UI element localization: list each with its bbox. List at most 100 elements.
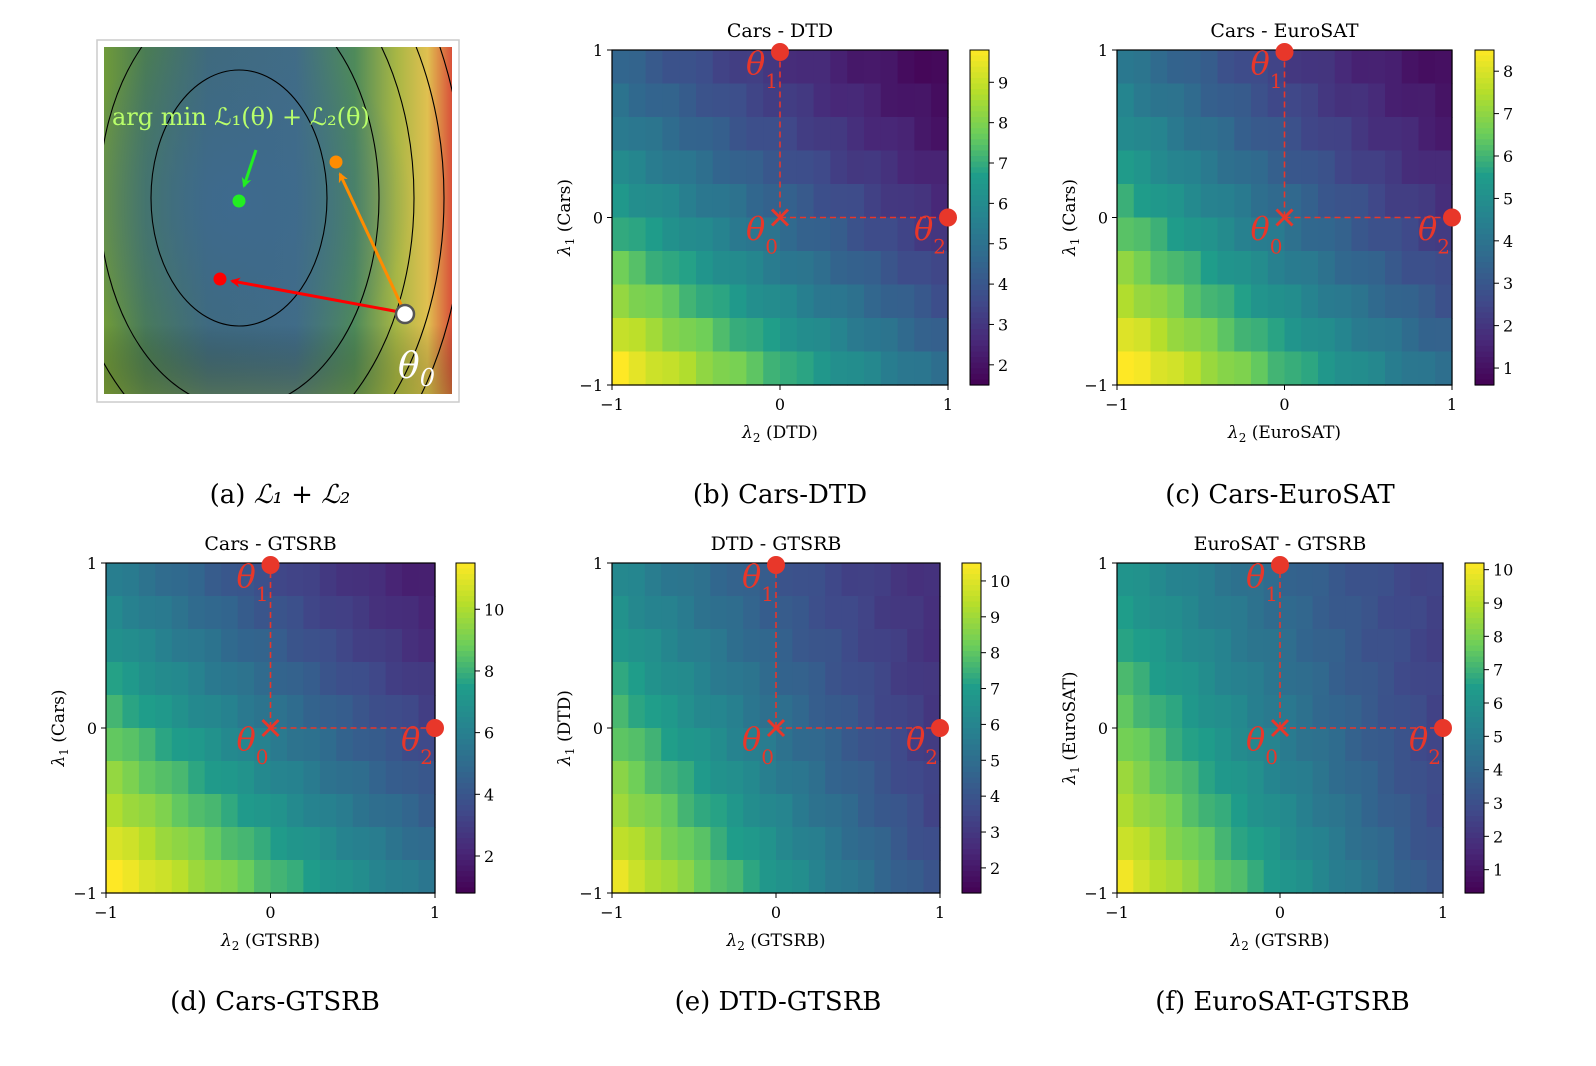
heatmap-cell: [1267, 351, 1286, 386]
heatmap-cell: [662, 318, 680, 353]
colorbar-segment: [456, 662, 475, 669]
colorbar-segment: [1465, 838, 1484, 845]
heatmap-cell: [171, 563, 189, 597]
heatmap-cell: [402, 563, 420, 597]
colorbar-segment: [1465, 766, 1484, 773]
heatmap-cell: [188, 794, 206, 828]
heatmap-cell: [254, 860, 272, 894]
heatmap-cell: [1410, 761, 1428, 795]
heatmap-cell: [286, 563, 304, 597]
heatmap-cell: [830, 150, 848, 185]
colorbar-tick-label: 7: [998, 154, 1008, 173]
heatmap-cell: [1368, 351, 1386, 386]
y-tick-label: −1: [579, 376, 603, 395]
heatmap-cell: [808, 761, 826, 795]
y-tick-label: 0: [1098, 209, 1108, 228]
heatmap-cell: [385, 728, 403, 762]
heatmap-cell: [841, 794, 859, 828]
heatmap-cell: [171, 761, 189, 795]
heatmap-cell: [303, 563, 321, 597]
heatmap-cell: [776, 860, 793, 894]
heatmap-cell: [1345, 695, 1363, 729]
colorbar-tick-label: 3: [1493, 794, 1503, 813]
heatmap-cell: [914, 284, 932, 319]
heatmap-cell: [1312, 794, 1330, 828]
heatmap-cell: [864, 150, 882, 185]
heatmap-cell: [155, 827, 173, 861]
heatmap-cell: [729, 251, 747, 286]
heatmap-cell: [1200, 251, 1219, 286]
heatmap-cell: [1385, 284, 1403, 319]
heatmap-cell: [1361, 794, 1379, 828]
colorbar-segment: [970, 94, 989, 101]
theta2-point: [1434, 719, 1452, 737]
colorbar-segment: [970, 195, 989, 202]
colorbar-segment: [1465, 750, 1484, 757]
heatmap-cell: [1401, 251, 1420, 286]
x-tick-label: −1: [600, 903, 624, 922]
heatmap-cell: [796, 150, 815, 185]
heatmap-cell: [890, 827, 908, 861]
heatmap-cell: [880, 184, 899, 219]
heatmap-cell: [813, 284, 831, 319]
heatmap-cell: [792, 860, 810, 894]
colorbar-segment: [456, 810, 475, 817]
heatmap-cell: [914, 351, 932, 386]
colorbar-segment: [1465, 887, 1484, 894]
heatmap-cell: [1410, 827, 1428, 861]
heatmap-cell: [1426, 827, 1444, 861]
heatmap-cell: [628, 50, 647, 85]
y-axis-label: λ1 (Cars): [555, 179, 577, 257]
colorbar-segment: [962, 695, 981, 702]
caption-e: (e) DTD-GTSRB: [674, 987, 882, 1017]
heatmap-cell: [1214, 827, 1232, 861]
heatmap-cell: [1328, 827, 1346, 861]
colorbar-tick-label: 6: [998, 194, 1008, 213]
heatmap-cell: [336, 695, 354, 729]
heatmap-cell: [1217, 217, 1235, 252]
colorbar-segment: [970, 228, 989, 235]
heatmap-cell: [1284, 150, 1302, 185]
heatmap-cell: [122, 827, 140, 861]
heatmap-cell: [1167, 318, 1185, 353]
heatmap-cell: [874, 629, 892, 663]
heatmap-cell: [796, 284, 815, 319]
colorbar-tick-label: 8: [998, 114, 1008, 133]
heatmap-cell: [1231, 728, 1248, 762]
heatmap-cell: [138, 596, 156, 630]
heatmap-cell: [237, 695, 255, 729]
heatmap-cell: [122, 662, 140, 696]
heatmap-cell: [1165, 629, 1183, 663]
heatmap-cell: [1133, 50, 1152, 85]
heatmap-cell: [1296, 860, 1314, 894]
colorbar: 2 3 4 5 6 7 8 9: [969, 49, 1008, 386]
colorbar-segment: [962, 772, 981, 779]
heatmap-cell: [780, 184, 798, 219]
heatmap-cell: [1117, 150, 1135, 185]
heatmap-cell: [830, 284, 848, 319]
heatmap-cell: [712, 251, 731, 286]
colorbar-segment: [456, 849, 475, 856]
colorbar-segment: [970, 251, 989, 258]
heatmap-cell: [746, 318, 764, 353]
heatmap-cell: [830, 217, 848, 252]
colorbar-segment: [970, 144, 989, 152]
colorbar-segment: [970, 156, 989, 163]
heatmap-cell: [254, 728, 272, 762]
colorbar-segment: [970, 111, 989, 118]
heatmap-cell: [796, 351, 815, 386]
colorbar-segment: [1465, 662, 1484, 669]
heatmap-cell: [923, 794, 941, 828]
heatmap-cell: [897, 217, 915, 252]
heatmap-cell: [1345, 662, 1363, 696]
heatmap-cell: [1328, 596, 1346, 630]
heatmap-cell: [841, 860, 859, 894]
heatmap-cell: [303, 860, 321, 894]
colorbar-segment: [970, 379, 989, 386]
colorbar-segment: [456, 777, 475, 784]
heatmap-cell: [1418, 351, 1436, 386]
heatmap-cell: [204, 794, 222, 828]
heatmap-cell: [418, 596, 436, 630]
colorbar-tick-label: 9: [990, 608, 1000, 627]
heatmap-cell: [890, 596, 908, 630]
